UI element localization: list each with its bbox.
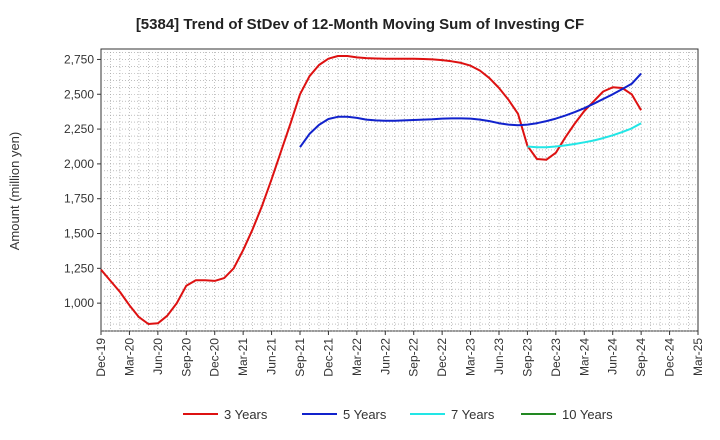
- legend: 3 Years 5 Years 7 Years 10 Years: [183, 407, 613, 422]
- x-tick-label: Dec-23: [549, 338, 563, 377]
- x-tick-label: Dec-19: [94, 338, 108, 377]
- legend-label: 10 Years: [562, 407, 613, 422]
- x-tick-label: Jun-23: [492, 338, 506, 375]
- x-tick-label: Sep-20: [179, 338, 193, 377]
- x-tick-label: Jun-24: [606, 338, 620, 375]
- plot-area: [100, 48, 699, 332]
- x-tick-label: Dec-20: [208, 338, 222, 377]
- y-tick-label: 1,500: [64, 227, 94, 241]
- y-tick-label: 1,250: [64, 261, 94, 275]
- x-tick-label: Dec-22: [435, 338, 449, 377]
- gridlines: [101, 49, 698, 332]
- y-tick-label: 1,000: [64, 296, 94, 310]
- x-tick-label: Mar-24: [577, 338, 591, 376]
- x-tick-label: Sep-22: [407, 338, 421, 377]
- x-tick-label: Mar-21: [236, 338, 250, 376]
- x-tick-label: Mar-25: [691, 338, 705, 376]
- x-tick-label: Mar-23: [464, 338, 478, 376]
- y-tick-label: 2,750: [64, 52, 94, 66]
- y-tick-label: 2,500: [64, 87, 94, 101]
- x-tick-label: Jun-20: [151, 338, 165, 375]
- y-axis-ticks: 1,000 1,250 1,500 1,750 2,000 2,250 2,500 2,750: [64, 52, 101, 310]
- series-line-1: [100, 55, 642, 325]
- x-tick-label: Dec-24: [663, 338, 677, 377]
- x-tick-label: Jun-22: [378, 338, 392, 375]
- y-axis-label: Amount (million yen): [7, 132, 22, 251]
- legend-label: 5 Years: [343, 407, 387, 422]
- series-lines: [100, 55, 642, 325]
- y-tick-label: 2,000: [64, 157, 94, 171]
- x-tick-label: Sep-24: [634, 338, 648, 377]
- series-line-2: [299, 72, 642, 148]
- x-tick-label: Sep-21: [293, 338, 307, 377]
- y-tick-label: 2,250: [64, 122, 94, 136]
- x-axis-ticks: Dec-19 Mar-20 Jun-20 Sep-20 Dec-20 Mar-21 Jun-…: [94, 331, 705, 377]
- legend-label: 7 Years: [451, 407, 495, 422]
- y-tick-label: 1,750: [64, 192, 94, 206]
- x-tick-label: Sep-23: [520, 338, 534, 377]
- x-tick-label: Mar-22: [350, 338, 364, 376]
- chart-title: [5384] Trend of StDev of 12-Month Moving…: [136, 16, 584, 33]
- x-tick-label: Dec-21: [321, 338, 335, 377]
- plot-frame: [100, 48, 699, 332]
- legend-label: 3 Years: [224, 407, 268, 422]
- x-tick-label: Jun-21: [265, 338, 279, 375]
- series-line-3: [527, 122, 642, 149]
- x-tick-label: Mar-20: [122, 338, 136, 376]
